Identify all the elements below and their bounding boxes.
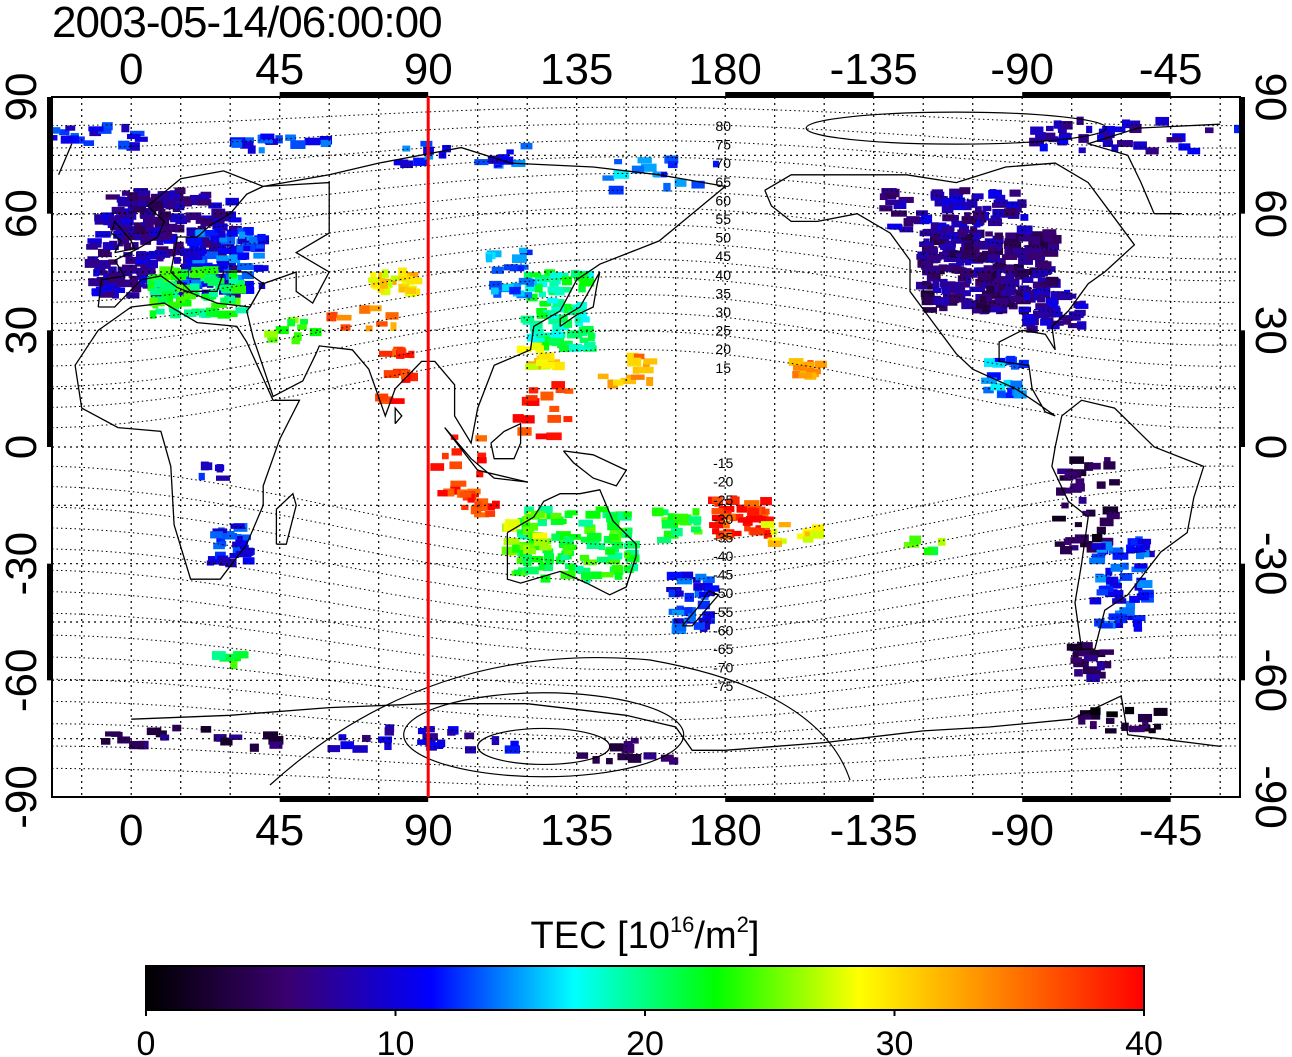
contour-label-north: 40 <box>715 267 731 283</box>
left-lat-label: 60 <box>0 189 46 238</box>
bottom-lon-label: 135 <box>540 806 613 855</box>
colorbar-tick-label: 40 <box>1125 1025 1163 1057</box>
right-lat-label: -30 <box>1246 532 1292 596</box>
right-lat-label: 0 <box>1246 435 1292 459</box>
right-lat-label: 60 <box>1246 189 1292 238</box>
bottom-lon-label: 90 <box>404 806 453 855</box>
colorbar-tick-label: 0 <box>137 1025 156 1057</box>
top-lon-label: 0 <box>119 45 143 94</box>
contour-label-south: -55 <box>713 604 733 620</box>
left-lat-label: 30 <box>0 306 46 355</box>
colorbar-tick-label: 20 <box>626 1025 664 1057</box>
contour-label-south: -50 <box>713 585 733 601</box>
contour-label-south: -30 <box>713 511 733 527</box>
contour-label-north: 80 <box>715 118 731 134</box>
contour-label-north: 50 <box>715 230 731 246</box>
contour-label-south: -40 <box>713 548 733 564</box>
contour-label-south: -35 <box>713 529 733 545</box>
right-lat-label: -90 <box>1246 765 1292 829</box>
left-lat-label: -30 <box>0 532 46 596</box>
colorbar-ticks: 0 10 20 30 40 <box>137 1010 1163 1057</box>
bottom-lon-label: -135 <box>830 806 918 855</box>
contour-labels: 80 75 70 65 60 55 50 45 40 35 30 25 20 15 -15 -20 -25 -30… <box>713 118 733 694</box>
right-lat-label: 30 <box>1246 306 1292 355</box>
top-lon-label: -45 <box>1139 45 1203 94</box>
contour-label-south: -70 <box>713 660 733 676</box>
contour-label-south: -65 <box>713 641 733 657</box>
left-lat-label: 90 <box>0 73 46 122</box>
right-lat-label: -60 <box>1246 649 1292 713</box>
contour-label-north: 60 <box>715 192 731 208</box>
contour-label-north: 25 <box>715 323 731 339</box>
contour-label-north: 75 <box>715 137 731 153</box>
colorbar-tick-label: 10 <box>377 1025 415 1057</box>
top-lon-label: -135 <box>830 45 918 94</box>
tec-data-patches <box>52 116 1240 765</box>
bottom-lon-label: 180 <box>688 806 761 855</box>
left-lat-label: -60 <box>0 649 46 713</box>
map-grid <box>52 97 1240 797</box>
frame-ticks <box>47 92 1245 802</box>
bottom-lon-label: -45 <box>1139 806 1203 855</box>
contour-label-north: 55 <box>715 211 731 227</box>
colorbar-tick-label: 30 <box>876 1025 914 1057</box>
contour-label-north: 65 <box>715 174 731 190</box>
bottom-lon-label: 45 <box>255 806 304 855</box>
contour-label-south: -15 <box>713 455 733 471</box>
magnetic-latitude-contours <box>52 106 1237 788</box>
contour-label-south: -45 <box>713 567 733 583</box>
contour-label-north: 15 <box>715 360 731 376</box>
contour-label-south: -60 <box>713 622 733 638</box>
right-lat-label: 90 <box>1246 73 1292 122</box>
contour-label-north: 45 <box>715 248 731 264</box>
colorbar: TEC [1016/m2] 0 10 20 30 40 <box>137 912 1163 1057</box>
axis-labels: 0 45 90 135 180 -135 -90 -450 45 90 135 180 -135 -90-… <box>0 45 1292 855</box>
top-lon-label: 45 <box>255 45 304 94</box>
contour-label-north: 20 <box>715 341 731 357</box>
contour-label-south: -75 <box>713 678 733 694</box>
colorbar-gradient <box>145 965 1145 1011</box>
top-lon-label: 90 <box>404 45 453 94</box>
contour-label-south: -25 <box>713 492 733 508</box>
bottom-lon-label: -90 <box>990 806 1054 855</box>
contour-label-north: 35 <box>715 285 731 301</box>
contour-label-south: -20 <box>713 474 733 490</box>
bottom-lon-label: 0 <box>119 806 143 855</box>
contour-label-north: 70 <box>715 155 731 171</box>
left-lat-label: 0 <box>0 435 46 459</box>
top-lon-label: 135 <box>540 45 613 94</box>
contour-label-north: 30 <box>715 304 731 320</box>
plot-title: 2003-05-14/06:00:00 <box>52 0 443 47</box>
top-lon-label: -90 <box>990 45 1054 94</box>
colorbar-label: TEC [1016/m2] <box>531 912 760 957</box>
left-lat-label: -90 <box>0 765 46 829</box>
coastlines <box>58 123 1221 751</box>
top-lon-label: 180 <box>688 45 761 94</box>
